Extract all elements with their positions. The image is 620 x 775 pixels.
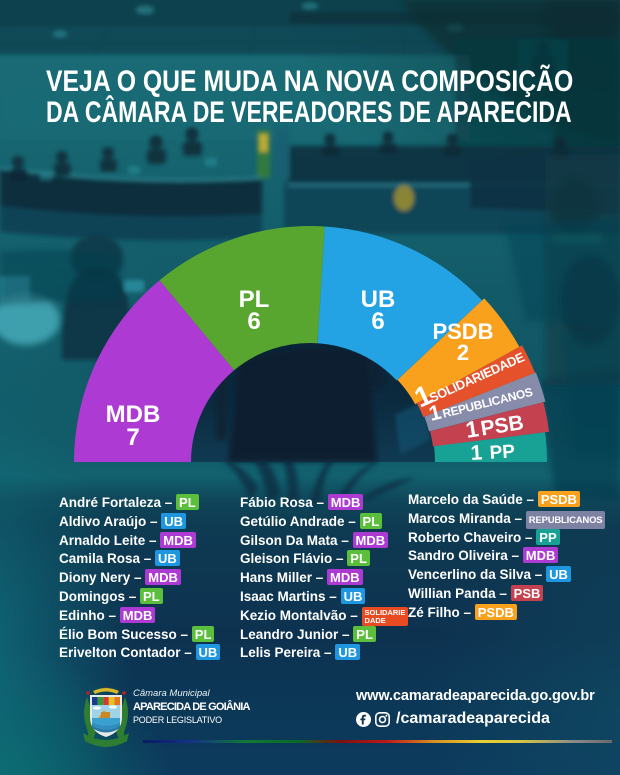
svg-text:1: 1 bbox=[470, 441, 483, 465]
svg-text:PL: PL bbox=[239, 286, 270, 313]
svg-text:6: 6 bbox=[247, 308, 260, 335]
svg-text:PSDB: PSDB bbox=[432, 319, 493, 344]
svg-text:1: 1 bbox=[464, 415, 481, 443]
svg-text:2: 2 bbox=[457, 340, 469, 365]
svg-text:UB: UB bbox=[361, 286, 396, 313]
svg-text:PP: PP bbox=[489, 441, 516, 464]
svg-text:6: 6 bbox=[371, 308, 384, 335]
svg-text:7: 7 bbox=[126, 424, 139, 451]
svg-text:MDB: MDB bbox=[106, 401, 161, 428]
